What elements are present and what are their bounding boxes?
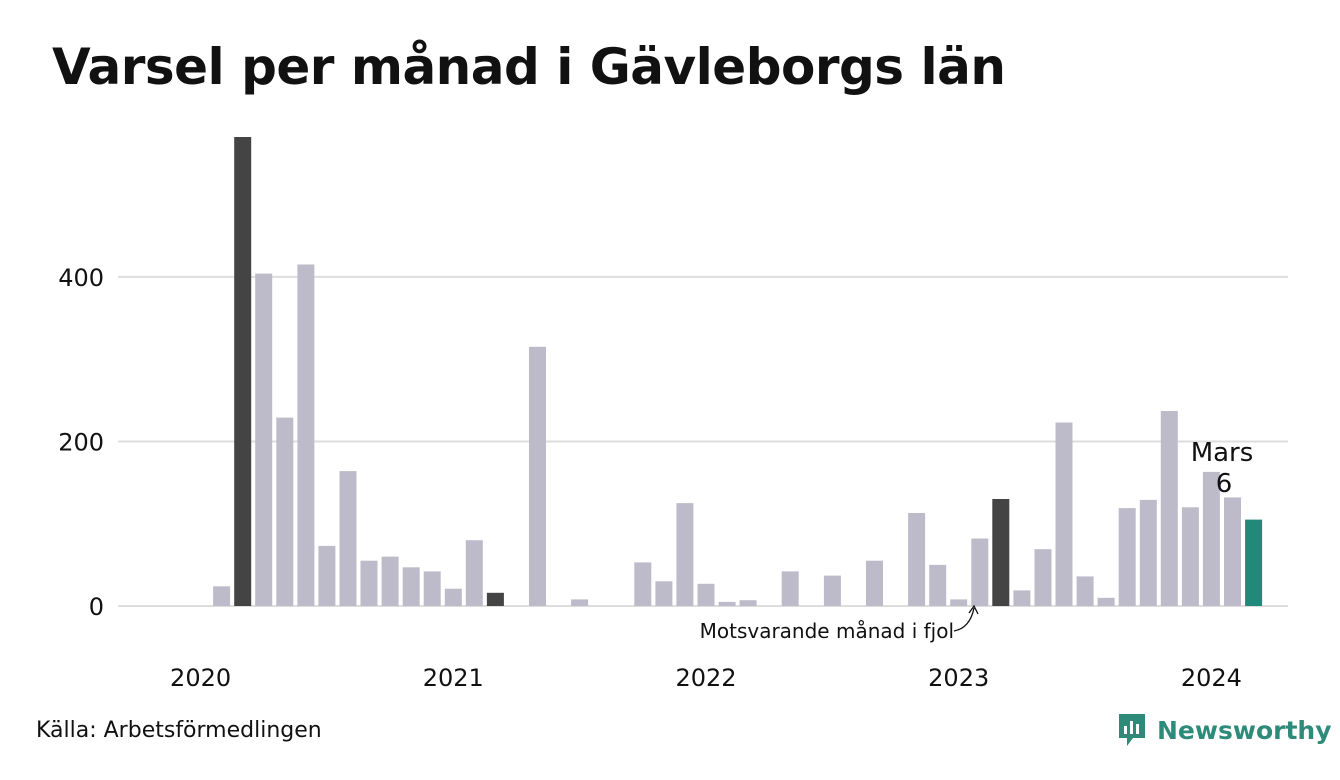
bar-2021-12 <box>676 503 694 606</box>
bar-2022-02 <box>718 601 736 606</box>
last-year-label: Motsvarande månad i fjol <box>700 619 954 643</box>
bar-2021-10 <box>634 562 652 606</box>
bar-2020-09 <box>360 560 378 606</box>
x-tick-label: 2021 <box>423 664 484 692</box>
bar-2020-05 <box>276 417 294 606</box>
bar-2020-07 <box>318 545 336 606</box>
y-tick-label: 400 <box>58 264 104 292</box>
last-year-arrowhead <box>968 604 979 615</box>
bar-2020-11 <box>402 567 420 606</box>
annotations: Mars 6 Motsvarande månad i fjol <box>700 438 1254 643</box>
newsworthy-logo-icon <box>1119 714 1145 746</box>
y-axis-ticks: 0 200 400 <box>58 264 104 621</box>
x-tick-label: 2023 <box>928 664 989 692</box>
bar-2020-10 <box>381 556 399 606</box>
bar-2022-12 <box>929 564 947 606</box>
x-tick-label: 2020 <box>170 664 231 692</box>
brand-logo: Newsworthy <box>1117 712 1332 748</box>
bar-chart: 0 200 400 2020 2021 2022 2023 2024 Mars 6 Mots… <box>58 137 1288 692</box>
x-tick-label: 2024 <box>1181 664 1242 692</box>
current-month-label: Mars <box>1191 438 1254 468</box>
bar-2024-02 <box>1224 497 1241 606</box>
bar-2023-10 <box>1139 499 1157 606</box>
bar-2022-11 <box>908 513 926 606</box>
bar-2023-05 <box>1034 549 1052 606</box>
bar-2020-04 <box>255 273 273 606</box>
bar-2020-06 <box>297 264 315 606</box>
bar-2023-01 <box>950 599 968 606</box>
bar-2023-07 <box>1076 576 1094 606</box>
bar-2020-03 <box>234 137 252 606</box>
bar-2024-03 <box>1245 519 1263 606</box>
bar-2023-02 <box>971 538 989 606</box>
bar-2023-08 <box>1097 597 1115 606</box>
bar-2022-07 <box>823 575 841 606</box>
last-year-arrow <box>953 607 975 632</box>
source-note: Källa: Arbetsförmedlingen <box>36 718 322 743</box>
bar-2021-03 <box>486 592 504 606</box>
bars <box>213 137 1263 606</box>
bar-2023-04 <box>1013 590 1031 606</box>
x-tick-label: 2022 <box>675 664 736 692</box>
bar-2021-02 <box>465 540 483 606</box>
bar-2022-05 <box>781 571 799 606</box>
chart-title: Varsel per månad i Gävleborgs län <box>52 38 1006 96</box>
bar-2021-07 <box>571 599 589 606</box>
y-tick-label: 200 <box>58 428 104 456</box>
y-tick-label: 0 <box>89 593 104 621</box>
x-axis-ticks: 2020 2021 2022 2023 2024 <box>170 664 1242 692</box>
bar-2023-09 <box>1118 508 1136 606</box>
bar-2023-11 <box>1160 411 1178 606</box>
bar-2023-06 <box>1055 422 1073 606</box>
bar-2022-03 <box>739 600 757 606</box>
bar-2020-02 <box>213 586 231 606</box>
bar-2021-01 <box>444 588 462 606</box>
current-value-label: 6 <box>1216 469 1233 499</box>
bar-2023-12 <box>1181 507 1199 606</box>
bar-2021-05 <box>529 346 546 606</box>
bar-2020-08 <box>339 471 357 606</box>
bar-2024-01 <box>1202 471 1220 606</box>
bar-2022-01 <box>697 583 715 606</box>
bar-2021-11 <box>655 581 673 606</box>
brand-name: Newsworthy <box>1157 715 1332 745</box>
bar-2022-09 <box>866 560 883 606</box>
grid-lines <box>118 275 1288 607</box>
bar-2023-03 <box>992 499 1010 606</box>
bar-2020-12 <box>423 571 441 606</box>
